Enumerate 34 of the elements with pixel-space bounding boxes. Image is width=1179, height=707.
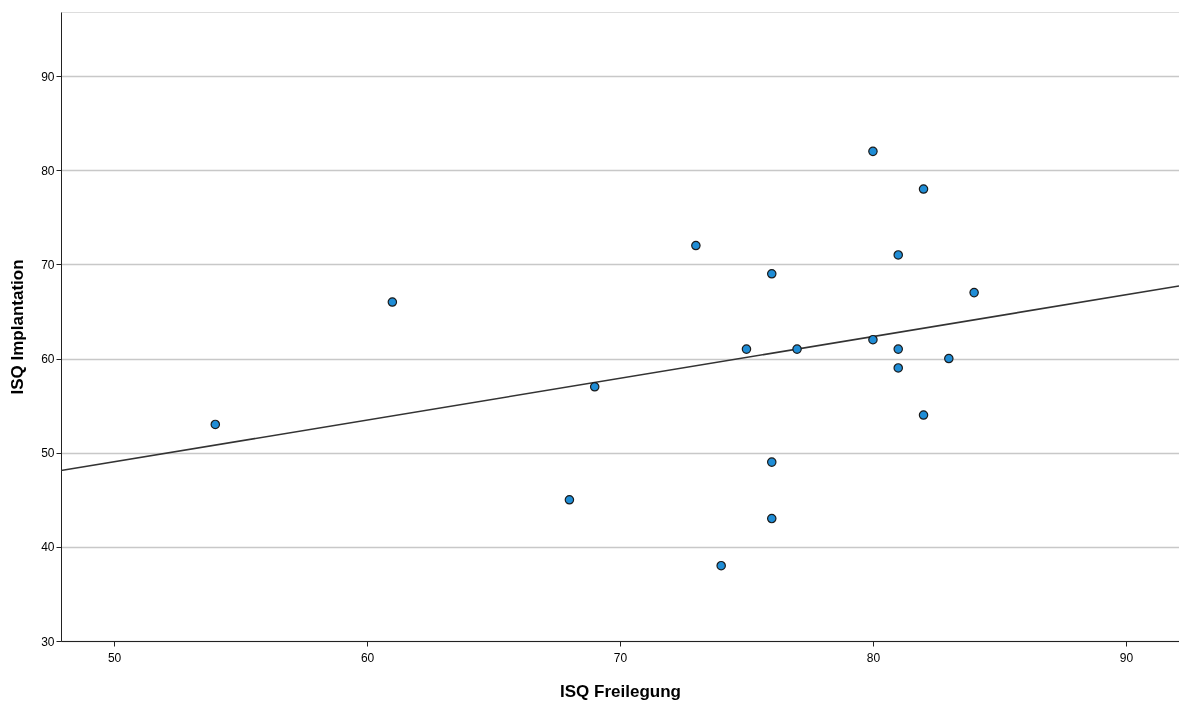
y-tick-label: 40 <box>41 540 55 555</box>
y-axis-title: ISQ Implantation <box>8 259 28 395</box>
point <box>766 513 777 524</box>
y-tick-label: 70 <box>41 257 55 272</box>
point <box>589 381 600 392</box>
point <box>944 353 954 364</box>
point <box>893 250 904 260</box>
point <box>868 146 878 157</box>
y-tick-label: 80 <box>41 163 55 178</box>
point <box>210 419 221 430</box>
y-tick-label: 50 <box>41 446 55 461</box>
point <box>387 297 398 307</box>
point <box>918 184 929 194</box>
point <box>868 334 878 345</box>
y-tick-label: 60 <box>41 352 55 367</box>
point <box>741 344 752 354</box>
point <box>766 457 777 467</box>
point <box>918 410 929 420</box>
point <box>691 240 701 251</box>
x-tick-label: 90 <box>1119 650 1134 665</box>
y-tick-label: 90 <box>41 69 55 84</box>
x-tick-label: 80 <box>866 650 881 665</box>
point <box>893 363 904 373</box>
x-tick-label: 50 <box>107 650 122 665</box>
x-tick-label: 60 <box>360 650 375 665</box>
point <box>564 494 575 505</box>
point <box>893 344 904 354</box>
point <box>766 268 777 279</box>
y-tick-label: 30 <box>41 634 55 649</box>
x-tick-label: 70 <box>613 650 628 665</box>
x-axis-title: ISQ Freilegung <box>560 681 681 701</box>
point <box>969 287 979 298</box>
point <box>792 344 802 354</box>
point <box>716 560 726 571</box>
